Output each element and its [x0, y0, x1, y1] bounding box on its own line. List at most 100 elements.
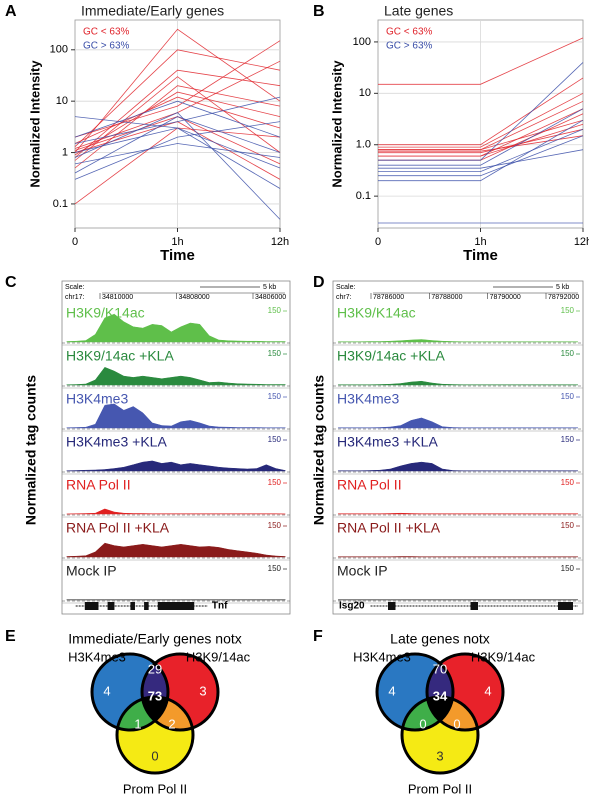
venn-title: Late genes notx: [390, 631, 490, 647]
region-count: 2: [168, 716, 175, 731]
y-tick-label: 100: [353, 36, 371, 48]
data-line: [378, 135, 584, 152]
signal-area: [337, 339, 579, 343]
set-label: H3K4me3: [353, 649, 411, 664]
gene-exon: [388, 602, 396, 610]
y-axis-label: Normalized tag counts: [23, 375, 39, 525]
panel-label: F: [313, 628, 323, 645]
panel-label: A: [5, 3, 17, 20]
scale-size: 5 kb: [263, 284, 276, 291]
chromosome: chr7:: [336, 294, 352, 301]
track-max-label: 150: [561, 349, 575, 358]
panel-label: E: [5, 628, 16, 645]
region-count: 0: [151, 748, 158, 763]
y-tick-label: 0.1: [53, 198, 68, 210]
set-label: H3K9/14ac: [471, 649, 536, 664]
region-count: 34: [433, 688, 448, 703]
track-label: RNA Pol II +KLA: [66, 520, 170, 536]
track-label: H3K9/K14ac: [66, 305, 145, 321]
region-count: 4: [103, 683, 110, 698]
x-tick-label: 12h: [271, 236, 289, 248]
data-line: [378, 119, 584, 182]
x-tick-label: 1h: [474, 236, 486, 248]
track-max-label: 150: [268, 306, 282, 315]
set-label: H3K9/14ac: [186, 649, 251, 664]
track-label: H3K4me3 +KLA: [66, 434, 167, 450]
set-label: Prom Pol II: [123, 781, 187, 796]
set-outline: [375, 652, 455, 732]
coordinate-label: 34806000: [255, 294, 286, 301]
chart-title: Late genes: [384, 3, 453, 19]
y-axis-label: Normalized Intensity: [27, 60, 42, 188]
data-line: [74, 76, 281, 161]
panel-label: D: [313, 274, 325, 291]
overlap: [427, 697, 478, 730]
region-count: 73: [148, 688, 162, 703]
coordinate-label: 34808000: [179, 294, 210, 301]
gene-exon: [176, 602, 195, 610]
coordinate-label: 78790000: [490, 294, 521, 301]
signal-area: [337, 417, 579, 429]
y-tick-label: 1.0: [356, 139, 371, 151]
track-label: RNA Pol II: [66, 477, 131, 493]
signal-area: [66, 403, 286, 429]
data-line: [74, 112, 281, 220]
data-line: [378, 149, 584, 169]
signal-area: [337, 380, 579, 386]
panel-label: B: [313, 3, 325, 20]
region-count: 29: [148, 661, 162, 676]
venn-title: Immediate/Early genes notx: [68, 631, 242, 647]
scale-label: Scale:: [65, 284, 85, 291]
legend-entry: GC < 63%: [83, 27, 130, 38]
chromosome: chr17:: [65, 294, 85, 301]
y-tick-label: 1: [62, 146, 68, 158]
coordinate-label: 78788000: [431, 294, 462, 301]
data-line: [378, 77, 584, 146]
track-label: Mock IP: [337, 563, 388, 579]
data-line: [74, 116, 281, 169]
y-axis-label: Normalized tag counts: [311, 375, 327, 525]
track-label: H3K9/14ac +KLA: [337, 348, 445, 364]
set-label: Prom Pol II: [408, 781, 472, 796]
data-line: [74, 91, 281, 156]
track-max-label: 150: [268, 349, 282, 358]
region-count: 0: [453, 716, 460, 731]
gene-exon: [84, 602, 99, 610]
gene-exon: [144, 602, 149, 610]
x-tick-label: 1h: [171, 236, 183, 248]
track-max-label: 150: [561, 392, 575, 401]
track-max-label: 150: [268, 435, 282, 444]
data-line: [378, 108, 584, 166]
coordinate-label: 78792000: [548, 294, 579, 301]
x-axis-label: Time: [463, 247, 498, 264]
track-label: H3K9/K14ac: [337, 305, 416, 321]
data-line: [74, 85, 281, 169]
signal-area: [337, 461, 579, 472]
panel-label: C: [5, 274, 17, 291]
region-count: 1: [134, 716, 141, 731]
data-line: [378, 128, 584, 154]
signal-area: [66, 313, 286, 343]
gene-name: Tnf: [212, 601, 228, 612]
track-max-label: 150: [561, 521, 575, 530]
track-frame: [332, 280, 584, 615]
data-line: [74, 143, 281, 165]
data-line: [74, 100, 281, 138]
y-tick-label: 10: [56, 95, 68, 107]
region-count: 3: [199, 683, 206, 698]
coordinate-label: 78786000: [373, 294, 404, 301]
region-count: 4: [388, 683, 395, 698]
x-axis-label: Time: [160, 247, 195, 264]
data-line: [378, 135, 584, 177]
track-max-label: 150: [268, 392, 282, 401]
signal-area: [66, 542, 286, 558]
region-count: 0: [419, 716, 426, 731]
data-line: [74, 96, 281, 144]
overlap: [142, 697, 193, 730]
track-max-label: 150: [561, 435, 575, 444]
track-label: H3K4me3: [337, 391, 399, 407]
legend-entry: GC < 63%: [386, 27, 433, 38]
signal-area: [66, 366, 286, 386]
overlap-region: [117, 697, 168, 730]
set-outline: [90, 652, 170, 732]
